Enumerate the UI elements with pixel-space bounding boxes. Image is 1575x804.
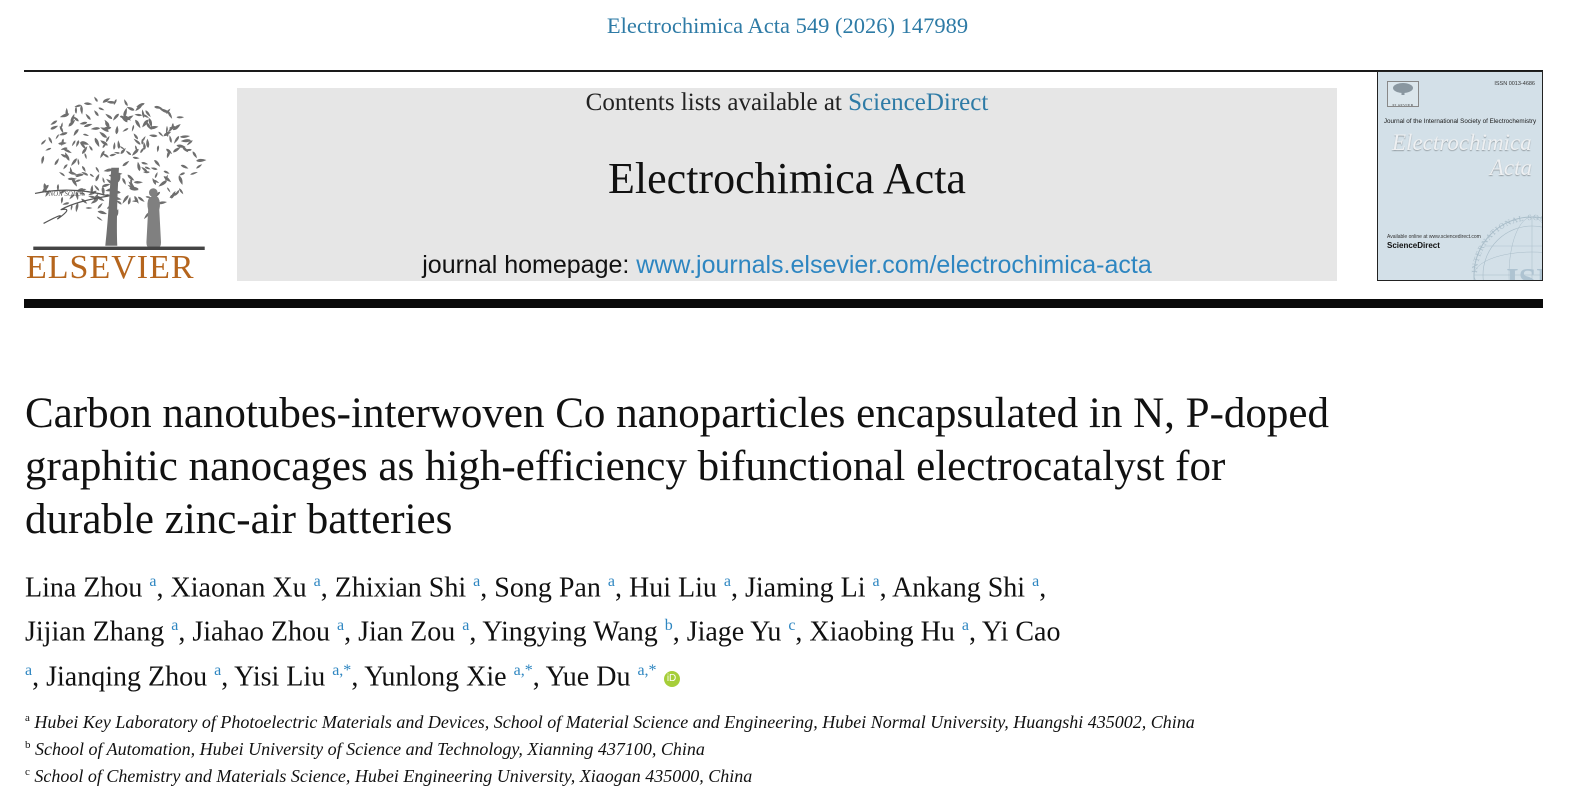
svg-text:NON SOLUS: NON SOLUS [48, 191, 86, 198]
svg-text:ISE: ISE [1506, 261, 1543, 281]
